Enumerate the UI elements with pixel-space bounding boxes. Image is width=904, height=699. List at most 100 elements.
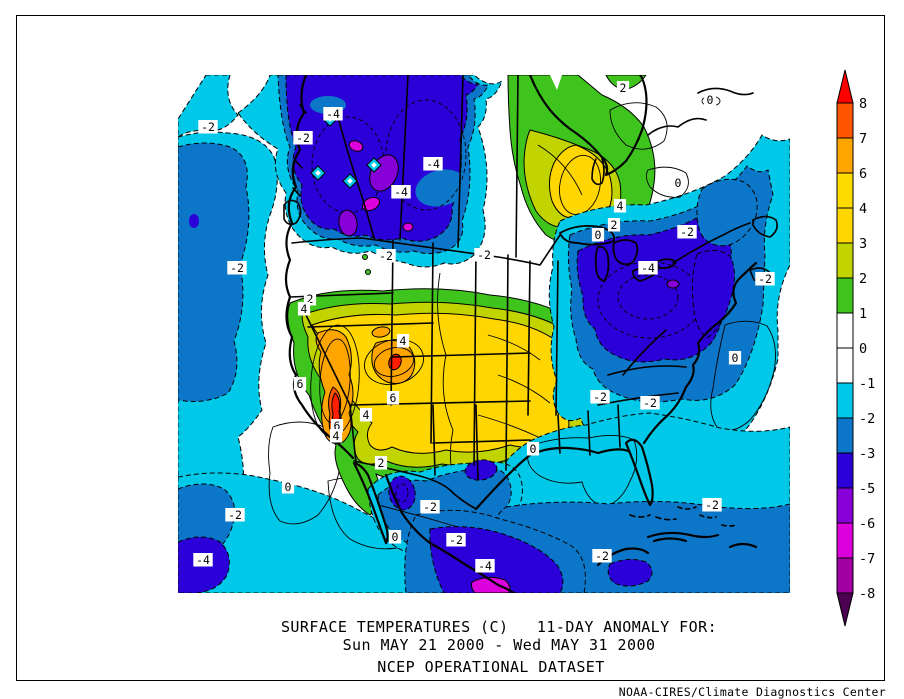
- contour-label: 2: [616, 81, 630, 95]
- svg-text:-4: -4: [426, 157, 440, 171]
- contour-label: 6: [293, 377, 307, 391]
- contour-label: 6: [386, 391, 400, 405]
- dataset-label: NCEP OPERATIONAL DATASET: [377, 658, 605, 676]
- baja-peninsula: [352, 461, 389, 545]
- province-borders: [335, 75, 519, 258]
- contour-label: 4: [329, 429, 343, 443]
- contour-label: -2: [225, 508, 245, 522]
- contour-label: -2: [640, 396, 660, 410]
- colorbar-segment: [836, 452, 854, 489]
- svg-text:0: 0: [392, 530, 399, 544]
- svg-text:0: 0: [675, 176, 682, 190]
- svg-text:4: 4: [333, 429, 340, 443]
- state-borders: [289, 239, 687, 481]
- colorbar-tick: -5: [859, 481, 875, 497]
- colorbar-tick: 3: [859, 236, 867, 252]
- colorbar-segment: [836, 172, 854, 209]
- contour-label: -4: [193, 553, 213, 567]
- credit-line: NOAA-CIRES/Climate Diagnostics Center: [618, 685, 886, 699]
- contour-label: 2: [374, 456, 388, 470]
- colorbar-segment: [836, 382, 854, 419]
- svg-text:-2: -2: [423, 500, 437, 514]
- mexico-pacific-coast: [384, 473, 516, 593]
- contour-label: 0: [281, 480, 295, 494]
- contour-label: 0: [728, 351, 742, 365]
- contour-label: 4: [359, 408, 373, 422]
- colorbar-segment: [836, 207, 854, 244]
- bahamas: [677, 506, 737, 527]
- colorbar-segment: [836, 557, 854, 594]
- contour-label: -2: [446, 533, 466, 547]
- colorbar-tick: 2: [859, 271, 867, 287]
- geography: [283, 75, 778, 593]
- colorbar-tick: 1: [859, 306, 867, 322]
- svg-text:-2: -2: [680, 225, 694, 239]
- svg-text:-2: -2: [296, 131, 310, 145]
- contour-label: 0: [703, 93, 717, 107]
- svg-text:4: 4: [363, 408, 370, 422]
- anomaly-map: -2-2-4-4-4-2 -2-2-2-4024646464224200-20-4…: [178, 75, 790, 593]
- svg-text:-2: -2: [201, 120, 215, 134]
- colorbar-tick: 8: [859, 96, 867, 112]
- svg-text:-2: -2: [228, 508, 242, 522]
- colorbar-tick: 4: [859, 201, 867, 217]
- pacific-coastline: [284, 75, 355, 460]
- colorbar: 8 7 6 4 3 2 1 0 -1 -2 -3 -5 -6 -7 -8: [836, 69, 875, 627]
- south-cold-anomaly: [367, 412, 790, 593]
- svg-text:0: 0: [707, 93, 714, 107]
- colorbar-segment: [836, 277, 854, 314]
- svg-text:-4: -4: [641, 261, 655, 275]
- contour-label: -2: [227, 261, 247, 275]
- plot-title: SURFACE TEMPERATURES (C) 11-DAY ANOMALY …: [280, 618, 718, 636]
- svg-text:-4: -4: [196, 553, 210, 567]
- florida: [624, 438, 654, 507]
- plot-date-range: Sun MAY 21 2000 - Wed MAY 31 2000: [342, 636, 656, 654]
- colorbar-tick: -3: [859, 446, 875, 462]
- svg-text:-2: -2: [379, 249, 393, 263]
- svg-text:0: 0: [285, 480, 292, 494]
- contour-label: -4: [423, 157, 443, 171]
- colorbar-tick: -6: [859, 516, 875, 532]
- svg-text:2: 2: [378, 456, 385, 470]
- contour-label: -2: [198, 120, 218, 134]
- colorbar-segment: [836, 347, 854, 384]
- colorbar-tick: -1: [859, 376, 875, 392]
- contour-label: -4: [475, 559, 495, 573]
- gulf-coast: [474, 446, 630, 511]
- contour-label: -2: [755, 272, 775, 286]
- plot-frame: [16, 15, 885, 681]
- colorbar-tick: -8: [859, 586, 875, 602]
- contour-labels: -2-2-4-4-4-2 -2-2-2-4024646464224200-20-4…: [193, 81, 775, 573]
- contour-label: -2: [376, 249, 396, 263]
- contour-label: 4: [297, 302, 311, 316]
- contour-label: 4: [396, 334, 410, 348]
- svg-text:2: 2: [620, 81, 627, 95]
- svg-text:6: 6: [334, 419, 341, 433]
- contour-label: 2: [607, 218, 621, 232]
- svg-text:-2: -2: [230, 261, 244, 275]
- svg-text:-2: -2: [593, 390, 607, 404]
- colorbar-segment: [836, 417, 854, 454]
- svg-text:4: 4: [400, 334, 407, 348]
- svg-text:6: 6: [297, 377, 304, 391]
- svg-text:-4: -4: [478, 559, 492, 573]
- contour-label: 0: [526, 442, 540, 456]
- contour-label: -2: [592, 549, 612, 563]
- colorbar-tick: -2: [859, 411, 875, 427]
- colorbar-tick: -7: [859, 551, 875, 567]
- colorbar-arrow-bottom: [836, 592, 854, 627]
- svg-text:0: 0: [732, 351, 739, 365]
- labrador-coast: [647, 87, 754, 136]
- colorbar-segment: [836, 312, 854, 349]
- svg-text:-2: -2: [477, 248, 491, 262]
- svg-text:4: 4: [617, 199, 624, 213]
- colorbar-segment: [836, 137, 854, 174]
- svg-text:-2: -2: [705, 498, 719, 512]
- svg-text:4: 4: [301, 302, 308, 316]
- colorbar-segment: [836, 242, 854, 279]
- atlantic-coast: [642, 261, 758, 445]
- contour-label: -2: [702, 498, 722, 512]
- colorbar-segment: [836, 487, 854, 524]
- james-bay: [591, 158, 605, 186]
- colorbar-tick: 7: [859, 131, 867, 147]
